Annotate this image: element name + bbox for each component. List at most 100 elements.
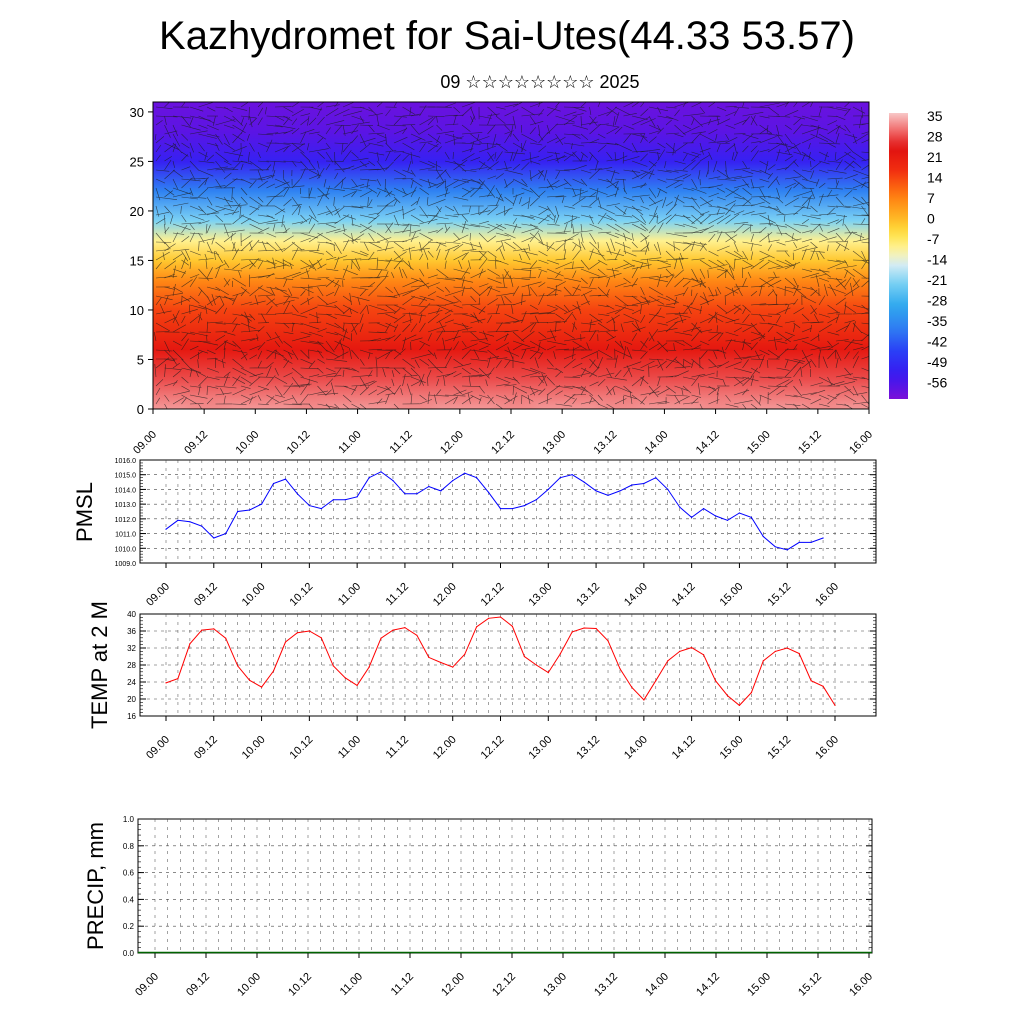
- wind-vector: [580, 300, 590, 306]
- wind-vector: [317, 193, 324, 207]
- wind-vector: [385, 150, 397, 153]
- wind-vector: [767, 106, 780, 116]
- wind-vector: [504, 349, 520, 357]
- wind-vector: [291, 349, 299, 360]
- wind-vector: [555, 304, 568, 313]
- wind-vector: [631, 194, 650, 198]
- wind-vector: [283, 322, 290, 329]
- wind-vector: [572, 398, 577, 405]
- wind-vector: [861, 376, 869, 381]
- data-point: [201, 629, 203, 631]
- wind-vector: [240, 385, 251, 389]
- wind-vector: [733, 376, 750, 387]
- wind-vector: [572, 178, 585, 185]
- wind-vector: [818, 106, 822, 117]
- wind-vector: [272, 257, 276, 270]
- wind-vector: [393, 223, 409, 227]
- wind-vector: [742, 376, 753, 387]
- wind-vector: [801, 403, 812, 409]
- wind-vector: [755, 350, 760, 360]
- wind-vector: [487, 185, 495, 198]
- wind-vector: [402, 223, 410, 234]
- wind-vector: [810, 115, 822, 118]
- wind-vector: [742, 112, 764, 117]
- wind-vector: [664, 160, 667, 169]
- wind-vector: [759, 102, 780, 108]
- wind-vector: [784, 124, 792, 130]
- wind-vector: [453, 160, 467, 172]
- wind-vector: [240, 240, 253, 252]
- wind-vector: [410, 186, 417, 198]
- wind-vector: [436, 241, 447, 247]
- wind-vector: [419, 239, 432, 252]
- data-point: [344, 499, 346, 501]
- wind-vector: [640, 153, 648, 162]
- y-tick-label: 1012.0: [115, 517, 137, 524]
- wind-vector: [249, 388, 268, 396]
- wind-vector: [631, 241, 638, 249]
- wind-vector: [580, 367, 598, 377]
- wind-vector: [240, 289, 247, 297]
- wind-vector: [172, 223, 191, 231]
- wind-vector: [861, 250, 867, 262]
- wind-vector: [308, 390, 329, 396]
- wind-vector: [172, 390, 190, 396]
- wind-vector: [742, 265, 752, 270]
- data-point: [559, 477, 561, 479]
- wind-vector: [461, 249, 477, 252]
- wind-vector: [827, 219, 839, 225]
- wind-vector: [810, 241, 818, 248]
- wind-vector: [376, 237, 392, 243]
- wind-vector: [436, 169, 447, 180]
- wind-vector: [546, 195, 565, 198]
- wind-vector: [261, 313, 267, 324]
- wind-vector: [529, 127, 537, 135]
- wind-vector: [657, 178, 667, 183]
- wind-vector: [410, 277, 424, 283]
- wind-vector: [249, 206, 260, 216]
- wind-vector: [308, 349, 323, 353]
- data-point: [499, 508, 502, 510]
- wind-vector: [410, 341, 412, 351]
- wind-vector: [281, 214, 284, 227]
- wind-vector: [504, 376, 518, 381]
- wind-vector: [827, 277, 843, 281]
- wind-vector: [589, 232, 597, 244]
- wind-vector: [725, 318, 740, 324]
- wind-vector: [359, 143, 371, 153]
- wind-vector: [529, 169, 532, 182]
- wind-vector: [776, 124, 780, 136]
- wind-vector: [673, 241, 675, 252]
- wind-vector: [427, 366, 448, 369]
- wind-vector: [699, 372, 715, 378]
- wind-vector: [521, 346, 536, 351]
- wind-vector: [801, 340, 821, 349]
- wind-vector: [376, 337, 391, 342]
- wind-vector: [410, 304, 428, 308]
- wind-vector: [470, 186, 482, 198]
- wind-vector: [391, 378, 395, 387]
- wind-vector: [257, 350, 263, 360]
- wind-vector: [385, 241, 389, 252]
- wind-vector: [376, 350, 393, 360]
- wind-vector: [407, 383, 412, 396]
- wind-vector: [852, 259, 869, 261]
- wind-vector: [470, 106, 476, 120]
- wind-vector: [589, 138, 600, 144]
- wind-vector: [492, 133, 497, 147]
- wind-vector: [674, 173, 688, 180]
- wind-vector: [189, 232, 203, 235]
- x-tick-label: 10.00: [235, 971, 263, 999]
- wind-vector: [325, 291, 335, 297]
- x-tick-label: 14.00: [622, 581, 650, 609]
- wind-vector: [205, 260, 208, 270]
- wind-vector: [172, 397, 184, 405]
- wind-vector: [674, 370, 689, 378]
- wind-vector: [589, 248, 594, 261]
- wind-vector: [408, 260, 412, 270]
- x-tick-label: 11.00: [336, 581, 363, 608]
- wind-vector: [436, 146, 442, 153]
- wind-vector: [198, 205, 207, 215]
- wind-vector: [793, 205, 805, 216]
- wind-vector: [614, 186, 619, 198]
